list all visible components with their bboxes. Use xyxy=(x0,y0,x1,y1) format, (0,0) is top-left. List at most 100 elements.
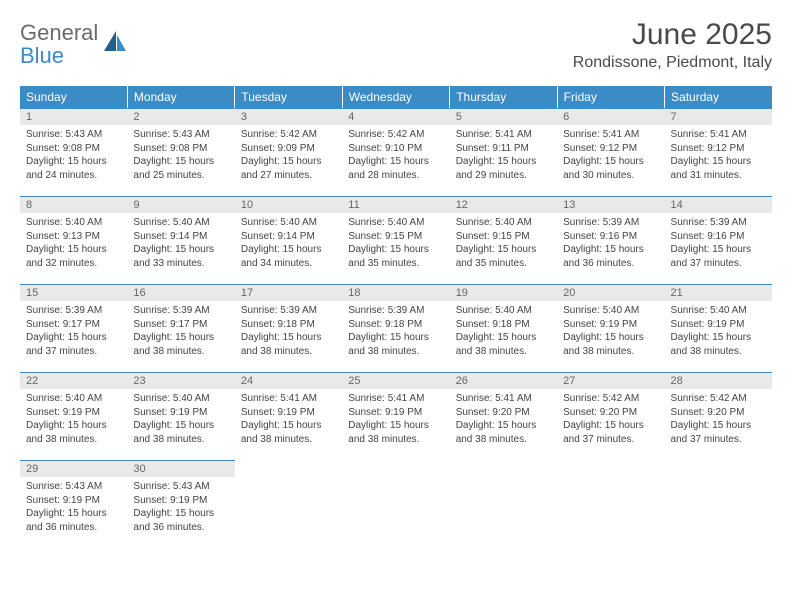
sunset-text: Sunset: 9:19 PM xyxy=(348,406,443,420)
logo: General Blue xyxy=(20,22,128,68)
sunrise-text: Sunrise: 5:43 AM xyxy=(133,128,228,142)
calendar-table: SundayMondayTuesdayWednesdayThursdayFrid… xyxy=(20,86,772,548)
daylight-text: Daylight: 15 hours and 38 minutes. xyxy=(26,419,121,446)
sunset-text: Sunset: 9:19 PM xyxy=(133,494,228,508)
calendar-header-row: SundayMondayTuesdayWednesdayThursdayFrid… xyxy=(20,86,772,108)
daylight-text: Daylight: 15 hours and 38 minutes. xyxy=(563,331,658,358)
day-number: 4 xyxy=(342,108,449,125)
day-number: 27 xyxy=(557,372,664,389)
calendar-day-cell: . xyxy=(450,460,557,548)
logo-text-blue: Blue xyxy=(20,43,64,68)
calendar-day-cell: 19Sunrise: 5:40 AMSunset: 9:18 PMDayligh… xyxy=(450,284,557,372)
calendar-day-cell: 29Sunrise: 5:43 AMSunset: 9:19 PMDayligh… xyxy=(20,460,127,548)
day-content: Sunrise: 5:41 AMSunset: 9:11 PMDaylight:… xyxy=(450,125,557,185)
day-number: 1 xyxy=(20,108,127,125)
day-number: 15 xyxy=(20,284,127,301)
weekday-header: Tuesday xyxy=(235,86,342,108)
sunrise-text: Sunrise: 5:43 AM xyxy=(26,128,121,142)
daylight-text: Daylight: 15 hours and 38 minutes. xyxy=(133,419,228,446)
day-content: Sunrise: 5:40 AMSunset: 9:15 PMDaylight:… xyxy=(450,213,557,273)
daylight-text: Daylight: 15 hours and 34 minutes. xyxy=(241,243,336,270)
sunrise-text: Sunrise: 5:39 AM xyxy=(26,304,121,318)
daylight-text: Daylight: 15 hours and 33 minutes. xyxy=(133,243,228,270)
daylight-text: Daylight: 15 hours and 29 minutes. xyxy=(456,155,551,182)
calendar-day-cell: 30Sunrise: 5:43 AMSunset: 9:19 PMDayligh… xyxy=(127,460,234,548)
daylight-text: Daylight: 15 hours and 37 minutes. xyxy=(563,419,658,446)
calendar-day-cell: 1Sunrise: 5:43 AMSunset: 9:08 PMDaylight… xyxy=(20,108,127,196)
calendar-day-cell: 2Sunrise: 5:43 AMSunset: 9:08 PMDaylight… xyxy=(127,108,234,196)
day-number: 14 xyxy=(665,196,772,213)
weekday-header: Monday xyxy=(127,86,234,108)
sunset-text: Sunset: 9:15 PM xyxy=(456,230,551,244)
day-content: Sunrise: 5:40 AMSunset: 9:15 PMDaylight:… xyxy=(342,213,449,273)
calendar-day-cell: 21Sunrise: 5:40 AMSunset: 9:19 PMDayligh… xyxy=(665,284,772,372)
calendar-day-cell: 20Sunrise: 5:40 AMSunset: 9:19 PMDayligh… xyxy=(557,284,664,372)
day-content: Sunrise: 5:40 AMSunset: 9:19 PMDaylight:… xyxy=(557,301,664,361)
daylight-text: Daylight: 15 hours and 37 minutes. xyxy=(671,419,766,446)
sunrise-text: Sunrise: 5:39 AM xyxy=(671,216,766,230)
day-number: 8 xyxy=(20,196,127,213)
calendar-day-cell: 13Sunrise: 5:39 AMSunset: 9:16 PMDayligh… xyxy=(557,196,664,284)
day-number: 10 xyxy=(235,196,342,213)
calendar-day-cell: 3Sunrise: 5:42 AMSunset: 9:09 PMDaylight… xyxy=(235,108,342,196)
sunset-text: Sunset: 9:16 PM xyxy=(671,230,766,244)
sunrise-text: Sunrise: 5:39 AM xyxy=(563,216,658,230)
sunset-text: Sunset: 9:12 PM xyxy=(563,142,658,156)
sunset-text: Sunset: 9:10 PM xyxy=(348,142,443,156)
sunrise-text: Sunrise: 5:42 AM xyxy=(563,392,658,406)
day-content: Sunrise: 5:42 AMSunset: 9:20 PMDaylight:… xyxy=(557,389,664,449)
sunrise-text: Sunrise: 5:40 AM xyxy=(133,392,228,406)
sunrise-text: Sunrise: 5:41 AM xyxy=(456,128,551,142)
sunset-text: Sunset: 9:19 PM xyxy=(26,406,121,420)
day-number: 16 xyxy=(127,284,234,301)
calendar-day-cell: 11Sunrise: 5:40 AMSunset: 9:15 PMDayligh… xyxy=(342,196,449,284)
sunrise-text: Sunrise: 5:41 AM xyxy=(348,392,443,406)
day-number: 30 xyxy=(127,460,234,477)
daylight-text: Daylight: 15 hours and 35 minutes. xyxy=(456,243,551,270)
daylight-text: Daylight: 15 hours and 36 minutes. xyxy=(563,243,658,270)
sunset-text: Sunset: 9:18 PM xyxy=(348,318,443,332)
sunrise-text: Sunrise: 5:40 AM xyxy=(671,304,766,318)
weekday-header: Saturday xyxy=(665,86,772,108)
calendar-day-cell: 16Sunrise: 5:39 AMSunset: 9:17 PMDayligh… xyxy=(127,284,234,372)
sunset-text: Sunset: 9:19 PM xyxy=(563,318,658,332)
calendar-day-cell: 5Sunrise: 5:41 AMSunset: 9:11 PMDaylight… xyxy=(450,108,557,196)
day-number: 3 xyxy=(235,108,342,125)
sail-icon xyxy=(102,29,128,60)
weekday-header: Sunday xyxy=(20,86,127,108)
daylight-text: Daylight: 15 hours and 38 minutes. xyxy=(133,331,228,358)
calendar-day-cell: . xyxy=(665,460,772,548)
day-content: Sunrise: 5:41 AMSunset: 9:12 PMDaylight:… xyxy=(557,125,664,185)
sunrise-text: Sunrise: 5:40 AM xyxy=(133,216,228,230)
calendar-day-cell: 18Sunrise: 5:39 AMSunset: 9:18 PMDayligh… xyxy=(342,284,449,372)
calendar-day-cell: 7Sunrise: 5:41 AMSunset: 9:12 PMDaylight… xyxy=(665,108,772,196)
sunrise-text: Sunrise: 5:43 AM xyxy=(26,480,121,494)
calendar-day-cell: 12Sunrise: 5:40 AMSunset: 9:15 PMDayligh… xyxy=(450,196,557,284)
day-content: Sunrise: 5:39 AMSunset: 9:17 PMDaylight:… xyxy=(20,301,127,361)
sunset-text: Sunset: 9:11 PM xyxy=(456,142,551,156)
daylight-text: Daylight: 15 hours and 37 minutes. xyxy=(671,243,766,270)
calendar-day-cell: 10Sunrise: 5:40 AMSunset: 9:14 PMDayligh… xyxy=(235,196,342,284)
calendar-day-cell: 4Sunrise: 5:42 AMSunset: 9:10 PMDaylight… xyxy=(342,108,449,196)
weekday-header: Thursday xyxy=(450,86,557,108)
daylight-text: Daylight: 15 hours and 38 minutes. xyxy=(456,419,551,446)
day-number: 12 xyxy=(450,196,557,213)
day-content: Sunrise: 5:42 AMSunset: 9:20 PMDaylight:… xyxy=(665,389,772,449)
month-title: June 2025 xyxy=(573,18,772,52)
sunrise-text: Sunrise: 5:42 AM xyxy=(241,128,336,142)
sunset-text: Sunset: 9:09 PM xyxy=(241,142,336,156)
day-content: Sunrise: 5:42 AMSunset: 9:10 PMDaylight:… xyxy=(342,125,449,185)
daylight-text: Daylight: 15 hours and 38 minutes. xyxy=(348,419,443,446)
calendar-week-row: 8Sunrise: 5:40 AMSunset: 9:13 PMDaylight… xyxy=(20,196,772,284)
day-number: 5 xyxy=(450,108,557,125)
day-content: Sunrise: 5:41 AMSunset: 9:20 PMDaylight:… xyxy=(450,389,557,449)
day-number: 18 xyxy=(342,284,449,301)
day-number: 21 xyxy=(665,284,772,301)
day-content: Sunrise: 5:42 AMSunset: 9:09 PMDaylight:… xyxy=(235,125,342,185)
calendar-day-cell: . xyxy=(235,460,342,548)
day-number: 26 xyxy=(450,372,557,389)
sunset-text: Sunset: 9:18 PM xyxy=(456,318,551,332)
day-content: Sunrise: 5:43 AMSunset: 9:19 PMDaylight:… xyxy=(20,477,127,537)
logo-text-general: General xyxy=(20,20,98,45)
daylight-text: Daylight: 15 hours and 38 minutes. xyxy=(671,331,766,358)
